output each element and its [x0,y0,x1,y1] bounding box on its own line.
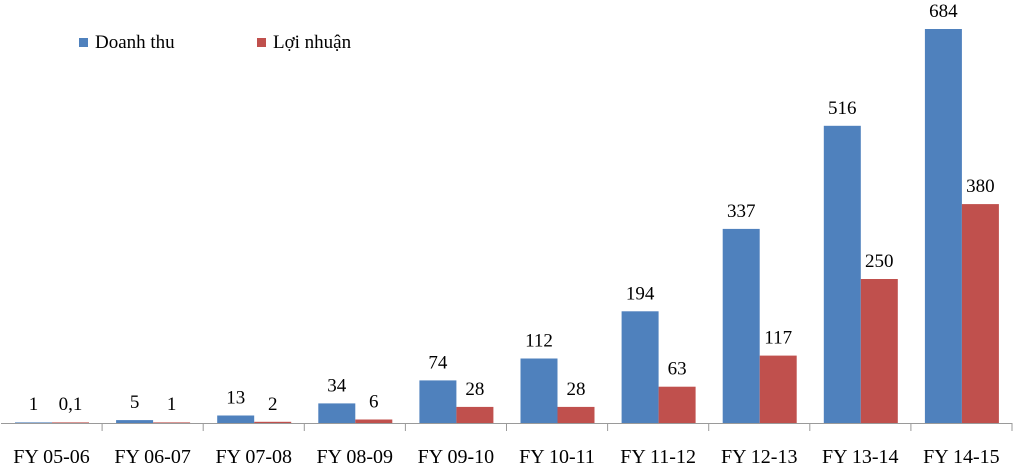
x-tick-label-fy-07-08: FY 07-08 [216,446,292,468]
bar-doanh-thu-fy-12-13 [722,228,760,423]
bar-doanh-thu-fy-10-11 [520,358,558,423]
data-label-loi-nhuan-fy-10-11: 28 [567,379,586,400]
data-label-doanh-thu-fy-10-11: 112 [525,331,553,352]
x-tick-label-fy-14-15: FY 14-15 [923,446,999,468]
x-tick-label-fy-08-09: FY 08-09 [317,446,393,468]
data-label-doanh-thu-fy-14-15: 684 [929,1,958,22]
legend: Doanh thu Lợi nhuận [79,32,352,53]
data-label-doanh-thu-fy-13-14: 516 [828,98,857,119]
data-label-loi-nhuan-fy-05-06: 0,1 [59,394,83,415]
bar-loi-nhuan-fy-11-12 [658,386,696,423]
legend-label-loi-nhuan: Lợi nhuận [273,32,352,53]
bar-loi-nhuan-fy-05-06 [52,422,89,423]
bar-doanh-thu-fy-08-09 [318,403,356,423]
legend-label-doanh-thu: Doanh thu [95,32,175,53]
x-tick-label-fy-10-11: FY 10-11 [519,446,595,468]
bar-loi-nhuan-fy-09-10 [456,406,494,423]
data-label-loi-nhuan-fy-11-12: 63 [668,359,687,380]
data-label-loi-nhuan-fy-09-10: 28 [465,379,484,400]
data-labels-layer: 1 0,1 5 1 13 2 34 6 74 28 112 28 194 63 337 117 516 250 68… [29,1,995,415]
data-label-doanh-thu-fy-08-09: 34 [327,375,347,396]
bar-doanh-thu-fy-06-07 [116,420,154,423]
x-tick-label-fy-12-13: FY 12-13 [721,446,797,468]
bar-loi-nhuan-fy-10-11 [557,406,595,423]
bar-doanh-thu-fy-13-14 [823,125,861,424]
data-label-loi-nhuan-fy-12-13: 117 [764,328,792,349]
data-label-doanh-thu-fy-07-08: 13 [226,388,245,409]
x-axis-ticks: FY 05-06 FY 06-07 FY 07-08 FY 08-09 FY 09-10… [13,423,1013,468]
bar-loi-nhuan-fy-14-15 [961,204,999,423]
legend-swatch-loi-nhuan [257,38,266,47]
data-label-loi-nhuan-fy-07-08: 2 [268,394,278,415]
bar-loi-nhuan-fy-12-13 [759,355,797,423]
x-tick-label-fy-06-07: FY 06-07 [114,446,190,468]
bar-doanh-thu-fy-09-10 [419,380,457,423]
bars-layer [15,29,999,424]
bar-loi-nhuan-fy-07-08 [254,421,292,423]
x-tick-label-fy-11-12: FY 11-12 [620,446,696,468]
bar-doanh-thu-fy-14-15 [924,29,962,423]
data-label-doanh-thu-fy-11-12: 194 [626,283,655,304]
bar-loi-nhuan-fy-13-14 [860,279,898,423]
data-label-loi-nhuan-fy-06-07: 1 [167,394,177,415]
x-tick-label-fy-09-10: FY 09-10 [418,446,494,468]
bar-loi-nhuan-fy-06-07 [153,422,191,423]
data-label-doanh-thu-fy-05-06: 1 [29,394,39,415]
x-tick-label-fy-05-06: FY 05-06 [13,446,89,468]
data-label-loi-nhuan-fy-13-14: 250 [865,251,894,272]
bar-doanh-thu-fy-11-12 [621,311,659,423]
legend-swatch-doanh-thu [79,38,88,47]
data-label-loi-nhuan-fy-14-15: 380 [966,176,995,197]
data-label-loi-nhuan-fy-08-09: 6 [369,392,379,413]
bar-doanh-thu-fy-05-06 [15,422,52,423]
data-label-doanh-thu-fy-06-07: 5 [130,392,140,413]
data-label-doanh-thu-fy-09-10: 74 [428,352,448,373]
bar-doanh-thu-fy-07-08 [217,415,255,423]
data-label-doanh-thu-fy-12-13: 337 [727,201,756,222]
x-tick-label-fy-13-14: FY 13-14 [822,446,898,468]
bar-loi-nhuan-fy-08-09 [355,419,393,423]
